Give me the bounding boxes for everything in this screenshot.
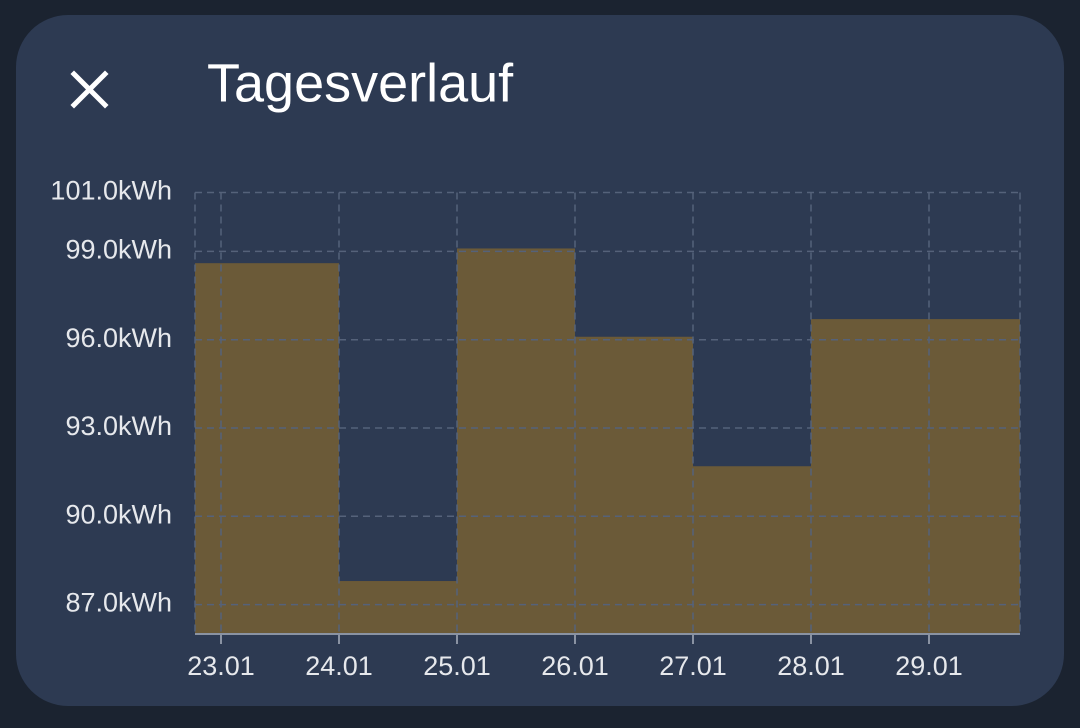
x-tick-label: 28.01 [777,651,845,681]
step-area [339,581,457,634]
step-area [693,466,811,634]
x-tick-label: 25.01 [423,651,491,681]
y-tick-label: 93.0kWh [65,411,172,441]
dialog-title: Tagesverlauf [207,53,514,113]
x-tick-label: 29.01 [895,651,963,681]
x-tick-label: 23.01 [187,651,255,681]
y-tick-label: 90.0kWh [65,499,172,529]
step-area [811,319,929,634]
step-area [195,263,339,634]
x-tick-label: 26.01 [541,651,609,681]
close-icon-stroke [70,70,109,109]
close-button[interactable] [70,70,109,109]
y-tick-label: 99.0kWh [65,235,172,265]
x-tick-label: 27.01 [659,651,727,681]
step-area [575,336,693,634]
x-tick-label: 24.01 [305,651,373,681]
step-area [929,319,1020,634]
y-tick-label: 101.0kWh [50,176,172,206]
chart: 87.0kWh 90.0kWh 93.0kWh 96.0kWh 99.0kWh 101.0… [50,176,1021,681]
y-tick-label: 96.0kWh [65,323,172,353]
step-area [457,248,575,635]
y-tick-label: 87.0kWh [65,588,172,618]
